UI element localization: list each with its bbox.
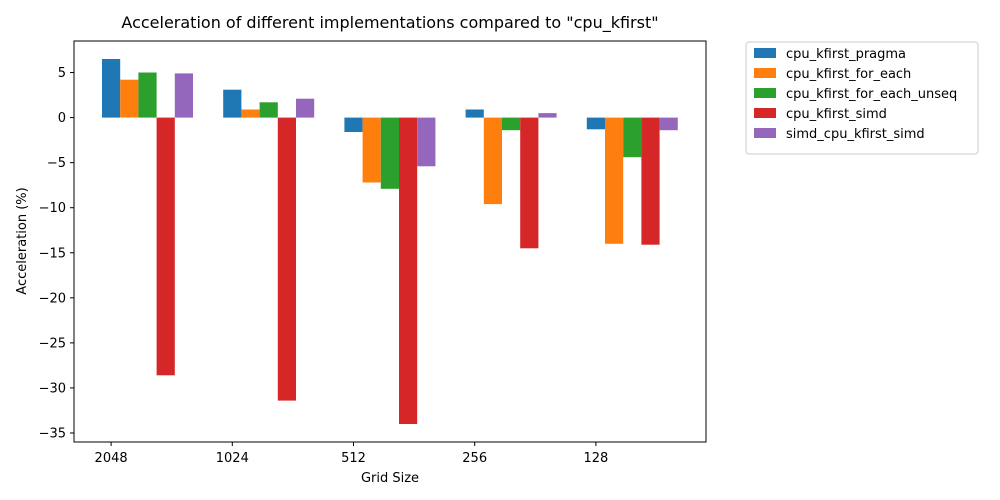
legend-swatch-cpu_kfirst_for_each_unseq: [754, 88, 776, 98]
bar-cpu_kfirst_for_each-512: [362, 117, 381, 183]
y-tick-label: −35: [39, 426, 66, 441]
legend-swatch-cpu_kfirst_simd: [754, 108, 776, 118]
bar-cpu_kfirst_for_each-128: [605, 117, 624, 244]
bar-cpu_kfirst_pragma-2048: [102, 59, 121, 118]
plot-area: [102, 59, 678, 424]
x-axis: 2048 1024 512 256 128: [95, 442, 608, 466]
legend-label-cpu_kfirst_simd: cpu_kfirst_simd: [786, 107, 887, 122]
bar-cpu_kfirst_simd-512: [399, 117, 418, 424]
legend-label-cpu_kfirst_for_each: cpu_kfirst_for_each: [786, 67, 911, 82]
y-tick-label: −30: [39, 381, 66, 396]
x-axis-title: Grid Size: [361, 471, 419, 486]
bar-cpu_kfirst_pragma-512: [344, 117, 363, 132]
bar-cpu_kfirst_for_each_unseq-256: [502, 117, 521, 131]
legend-swatch-cpu_kfirst_pragma: [754, 48, 776, 58]
bar-cpu_kfirst_for_each-2048: [120, 79, 139, 118]
bar-simd_cpu_kfirst_simd-256: [538, 113, 557, 118]
bar-simd_cpu_kfirst_simd-512: [417, 117, 436, 167]
chart-title: Acceleration of different implementation…: [121, 13, 658, 33]
bar-cpu_kfirst_for_each_unseq-2048: [138, 72, 157, 118]
plot-frame: [73, 40, 707, 443]
legend-label-simd_cpu_kfirst_simd: simd_cpu_kfirst_simd: [786, 127, 925, 142]
bar-cpu_kfirst_for_each_unseq-1024: [259, 102, 278, 118]
bar-cpu_kfirst_pragma-1024: [223, 89, 242, 118]
legend-box: [745, 41, 979, 155]
legend-label-cpu_kfirst_pragma: cpu_kfirst_pragma: [786, 47, 906, 62]
bar-simd_cpu_kfirst_simd-2048: [174, 73, 193, 118]
y-tick-label: −25: [39, 336, 66, 351]
bar-simd_cpu_kfirst_simd-1024: [296, 98, 315, 118]
bar-cpu_kfirst_for_each-1024: [241, 109, 260, 118]
legend: cpu_kfirst_pragma cpu_kfirst_for_each cpu_…: [745, 41, 979, 155]
y-axis: 5 0 −5 −10 −15 −20 −25 −30 −35: [39, 66, 74, 441]
bar-cpu_kfirst_for_each_unseq-512: [380, 117, 399, 189]
y-tick-label: −15: [39, 246, 66, 261]
bar-simd_cpu_kfirst_simd-128: [659, 117, 678, 131]
bar-cpu_kfirst_simd-1024: [277, 117, 296, 401]
y-tick-label: −10: [39, 201, 66, 216]
legend-swatch-cpu_kfirst_for_each: [754, 68, 776, 78]
bar-cpu_kfirst_pragma-256: [465, 109, 484, 118]
legend-label-cpu_kfirst_for_each_unseq: cpu_kfirst_for_each_unseq: [786, 87, 957, 102]
bar-cpu_kfirst_simd-256: [520, 117, 539, 249]
y-tick-label: 0: [58, 111, 66, 126]
y-tick-label: −5: [47, 156, 66, 171]
x-tick-label: 1024: [216, 451, 249, 466]
bar-cpu_kfirst_pragma-128: [586, 117, 605, 130]
x-tick-label: 2048: [95, 451, 128, 466]
y-tick-label: −20: [39, 291, 66, 306]
bar-cpu_kfirst_for_each_unseq-128: [623, 117, 642, 158]
bar-cpu_kfirst_simd-128: [641, 117, 660, 245]
x-tick-label: 512: [341, 451, 366, 466]
y-axis-title: Acceleration (%): [15, 187, 30, 294]
y-tick-label: 5: [58, 66, 66, 81]
bar-cpu_kfirst_simd-2048: [156, 117, 175, 376]
x-tick-label: 128: [583, 451, 608, 466]
x-tick-label: 256: [462, 451, 487, 466]
bar-cpu_kfirst_for_each-256: [483, 117, 502, 205]
legend-swatch-simd_cpu_kfirst_simd: [754, 128, 776, 138]
